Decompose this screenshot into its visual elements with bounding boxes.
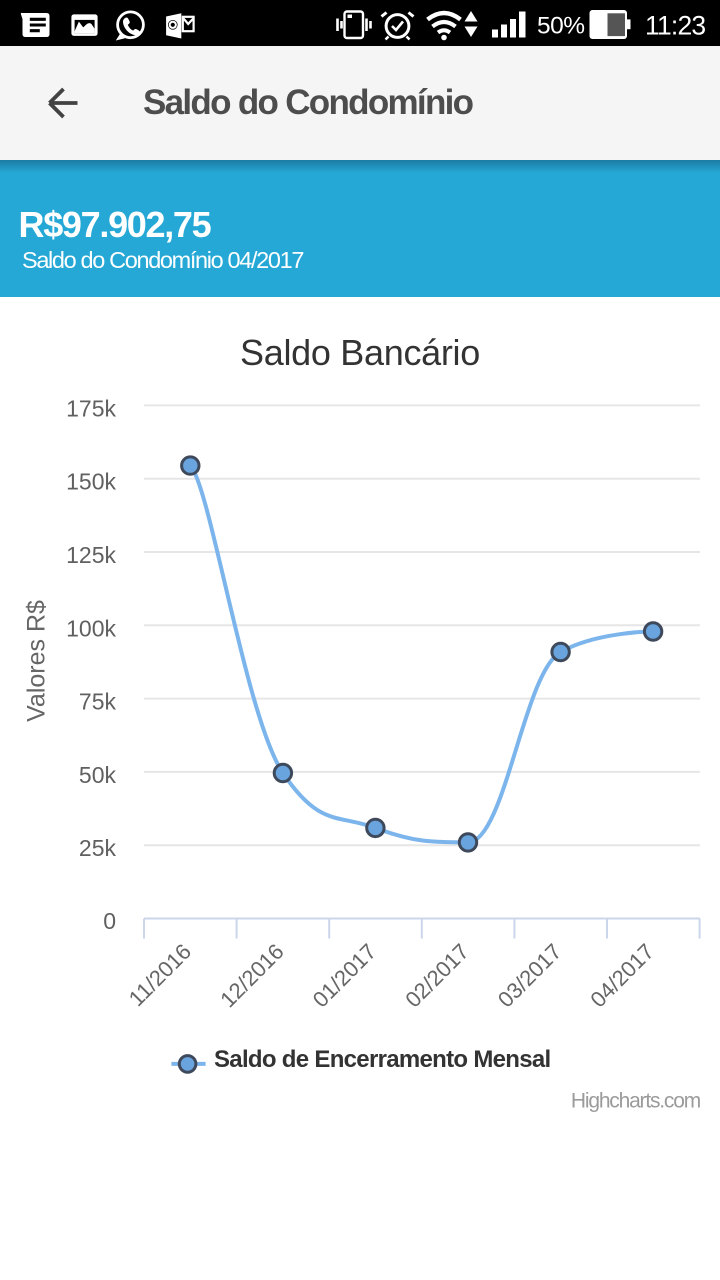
svg-text:100k: 100k <box>66 615 116 641</box>
svg-text:0: 0 <box>103 908 116 934</box>
svg-text:150k: 150k <box>66 469 116 495</box>
svg-text:11/2016: 11/2016 <box>124 939 196 1011</box>
svg-text:12/2016: 12/2016 <box>215 939 288 1012</box>
svg-text:02/2017: 02/2017 <box>400 939 473 1012</box>
svg-text:04/2017: 04/2017 <box>585 939 658 1012</box>
svg-text:Highcharts.com: Highcharts.com <box>571 1090 701 1113</box>
svg-text:Saldo Bancário: Saldo Bancário <box>240 332 480 373</box>
svg-text:11:23: 11:23 <box>645 11 705 41</box>
svg-text:25k: 25k <box>79 835 117 861</box>
svg-text:50%: 50% <box>537 13 585 40</box>
svg-text:75k: 75k <box>79 689 117 715</box>
svg-text:50k: 50k <box>79 762 117 788</box>
svg-text:03/2017: 03/2017 <box>493 939 566 1012</box>
svg-text:125k: 125k <box>66 542 116 568</box>
svg-text:175k: 175k <box>66 395 116 421</box>
svg-text:01/2017: 01/2017 <box>308 939 381 1012</box>
svg-text:Valores R$: Valores R$ <box>23 600 51 722</box>
svg-text:Saldo de Encerramento Mensal: Saldo de Encerramento Mensal <box>214 1046 551 1073</box>
